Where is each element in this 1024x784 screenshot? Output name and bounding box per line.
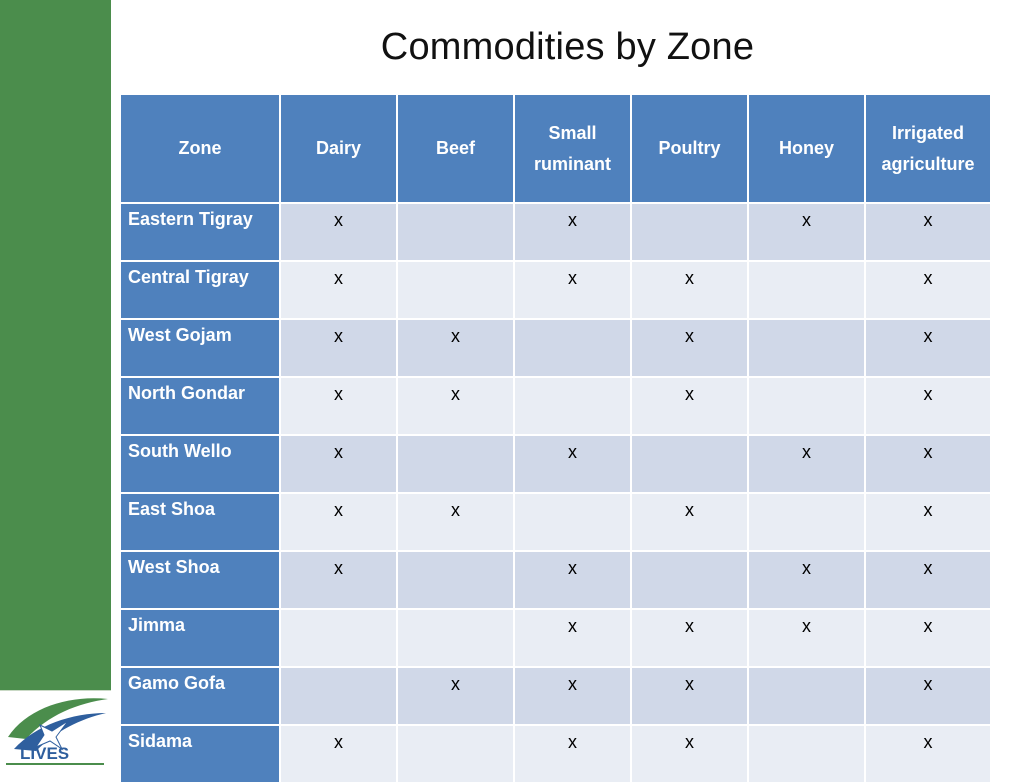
commodity-cell: x [864,260,992,320]
commodity-cell: x [864,434,992,494]
commodity-cell: x [279,492,398,552]
header-zone: Zone [119,93,281,204]
zone-cell: East Shoa [119,492,281,552]
header-small-ruminant: Small ruminant [513,93,632,204]
header-irrigated-agriculture: Irrigated agriculture [864,93,992,204]
commodity-cell: x [747,608,866,668]
table-row: West Gojam x x x x [119,318,992,378]
commodity-cell [396,202,515,262]
commodity-cell: x [864,318,992,378]
lives-logo-icon: LIVES [6,698,108,765]
table-row: Central Tigray x x x x [119,260,992,320]
table-body: Eastern Tigray x x x x Central Tigray x x x x West… [119,202,992,784]
side-accent-bar [0,0,111,690]
commodity-cell: x [396,376,515,436]
commodity-cell: x [864,376,992,436]
commodity-cell [513,492,632,552]
header-honey: Honey [747,93,866,204]
table-row: Jimma x x x x [119,608,992,668]
lives-logo: LIVES [0,690,111,769]
zone-cell: West Gojam [119,318,281,378]
commodity-cell [396,434,515,494]
commodity-cell: x [513,550,632,610]
commodity-cell: x [630,666,749,726]
commodity-cell [747,376,866,436]
commodity-cell: x [279,434,398,494]
commodity-cell: x [513,202,632,262]
commodity-cell: x [513,724,632,784]
zone-cell: Eastern Tigray [119,202,281,262]
commodity-cell: x [513,608,632,668]
zone-cell: Sidama [119,724,281,784]
zone-cell: Jimma [119,608,281,668]
table-row: West Shoa x x x x [119,550,992,610]
slide-title: Commodities by Zone [380,26,755,68]
commodity-cell: x [747,202,866,262]
commodity-cell: x [396,318,515,378]
commodity-cell [747,318,866,378]
commodity-cell: x [630,724,749,784]
commodity-cell: x [279,318,398,378]
zone-cell: Central Tigray [119,260,281,320]
commodity-cell: x [630,318,749,378]
commodity-cell: x [864,608,992,668]
commodity-cell [396,724,515,784]
header-irrigated-agriculture-label: Irrigated agriculture [881,122,975,174]
commodity-cell [396,550,515,610]
commodity-cell: x [513,666,632,726]
table-row: East Shoa x x x x [119,492,992,552]
commodity-cell: x [747,550,866,610]
commodity-cell: x [864,492,992,552]
commodity-cell [747,492,866,552]
zone-cell: Gamo Gofa [119,666,281,726]
commodity-cell: x [630,608,749,668]
table-row: Gamo Gofa x x x x [119,666,992,726]
header-small-ruminant-label: Small ruminant [533,122,611,174]
commodity-cell: x [279,202,398,262]
zone-cell: South Wello [119,434,281,494]
commodity-cell: x [864,202,992,262]
commodity-cell [513,318,632,378]
zone-cell: West Shoa [119,550,281,610]
commodity-cell [513,376,632,436]
table-header-row: Zone Dairy Beef Small ruminant Poultry H… [119,93,992,204]
header-beef: Beef [396,93,515,204]
commodity-cell: x [513,434,632,494]
commodity-cell [630,550,749,610]
commodity-cell: x [396,492,515,552]
commodity-cell: x [630,492,749,552]
table-row: South Wello x x x x [119,434,992,494]
commodity-cell: x [630,376,749,436]
commodity-cell [747,260,866,320]
zone-cell: North Gondar [119,376,281,436]
commodity-cell [747,666,866,726]
commodity-cell [279,608,398,668]
commodity-cell [630,202,749,262]
header-dairy: Dairy [279,93,398,204]
lives-logo-text: LIVES [20,744,69,763]
commodity-cell: x [279,260,398,320]
commodity-cell [396,260,515,320]
header-poultry: Poultry [630,93,749,204]
commodity-cell: x [864,550,992,610]
table-row: Eastern Tigray x x x x [119,202,992,262]
commodity-cell: x [513,260,632,320]
table-row: North Gondar x x x x [119,376,992,436]
table-row: Sidama x x x x [119,724,992,784]
commodity-cell: x [864,666,992,726]
commodity-cell: x [396,666,515,726]
commodity-cell: x [279,724,398,784]
commodity-cell [279,666,398,726]
commodity-cell: x [864,724,992,784]
commodity-cell [747,724,866,784]
commodity-cell [396,608,515,668]
commodity-cell [630,434,749,494]
commodity-cell: x [279,376,398,436]
commodity-cell: x [747,434,866,494]
commodities-table: Zone Dairy Beef Small ruminant Poultry H… [119,93,992,784]
commodity-cell: x [630,260,749,320]
commodity-cell: x [279,550,398,610]
